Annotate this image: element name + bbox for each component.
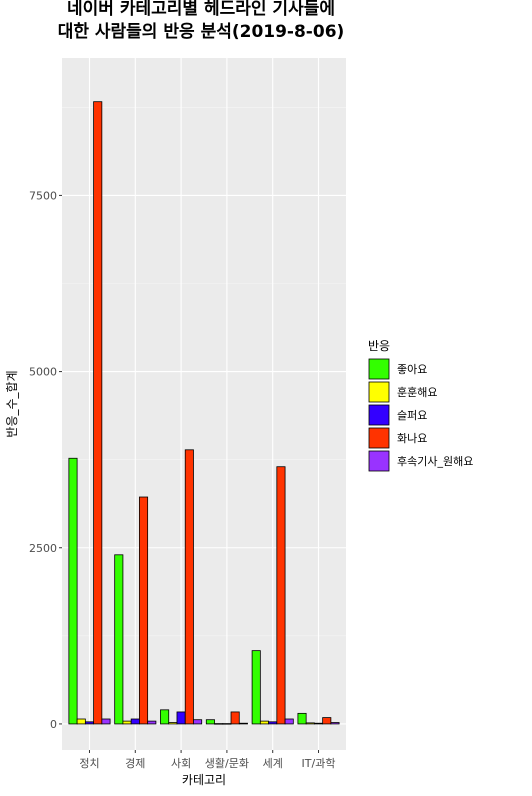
bar — [122, 720, 132, 725]
x-tick-label: 정치 — [79, 757, 99, 770]
bar — [139, 496, 149, 725]
bar — [276, 466, 286, 725]
legend-key — [368, 358, 390, 380]
bar — [160, 709, 170, 725]
bar — [93, 101, 103, 725]
y-tick-label: 7500 — [29, 189, 57, 202]
bar — [268, 721, 278, 725]
y-tick-label: 5000 — [29, 366, 57, 379]
x-axis-title: 카테고리 — [182, 773, 226, 787]
x-tick-label: 생활/문화 — [205, 756, 249, 770]
y-tick-label: 0 — [50, 718, 57, 731]
bar — [168, 722, 178, 725]
legend-label: 슬퍼요 — [397, 409, 427, 422]
legend-key — [368, 450, 390, 472]
x-tick-label: IT/과학 — [302, 757, 336, 770]
bar — [322, 717, 332, 725]
bar — [297, 712, 307, 725]
legend-label: 훈훈해요 — [397, 385, 437, 399]
bar — [84, 721, 95, 725]
chart-title-line-2: 대한 사람들의 반응 분석(2019-8-06) — [58, 21, 345, 42]
x-axis: 정치 경제 사회 생활/문화 세계 IT/과학 — [79, 750, 335, 770]
y-axis-title: 반응_수_합계 — [5, 370, 19, 437]
bar — [68, 457, 78, 725]
bar — [313, 722, 324, 725]
legend-key — [368, 381, 390, 403]
bar — [284, 718, 294, 725]
plot-panel — [62, 58, 346, 750]
x-tick-label: 경제 — [125, 757, 145, 770]
bar — [214, 723, 224, 725]
y-axis: 0 2500 5000 7500 — [29, 189, 62, 731]
bar — [305, 722, 315, 725]
legend-key — [368, 404, 390, 426]
legend-title: 반응 — [368, 339, 390, 353]
bar — [193, 719, 203, 725]
x-tick-label: 사회 — [171, 757, 191, 770]
legend-label: 화나요 — [397, 432, 427, 445]
grid-lines — [62, 58, 346, 750]
bar — [130, 718, 140, 725]
legend-key — [368, 427, 390, 449]
bar — [114, 554, 124, 725]
bar — [176, 711, 186, 725]
bar — [238, 722, 248, 725]
bar — [230, 711, 240, 725]
bars-group — [68, 101, 340, 725]
bar — [259, 720, 269, 725]
chart-title-line-1: 네이버 카테고리별 헤드라인 기사들에 — [67, 0, 335, 19]
legend-label: 좋아요 — [397, 363, 427, 376]
bar — [76, 718, 86, 725]
bar — [101, 718, 111, 725]
y-tick-label: 2500 — [29, 542, 57, 555]
bar — [330, 722, 340, 725]
bar — [184, 449, 194, 725]
bar — [251, 650, 261, 725]
x-tick-label: 세계 — [263, 757, 283, 770]
bar — [205, 719, 215, 725]
legend-label: 후속기사_원해요 — [397, 454, 473, 468]
bar — [222, 723, 232, 725]
bar — [147, 720, 157, 725]
